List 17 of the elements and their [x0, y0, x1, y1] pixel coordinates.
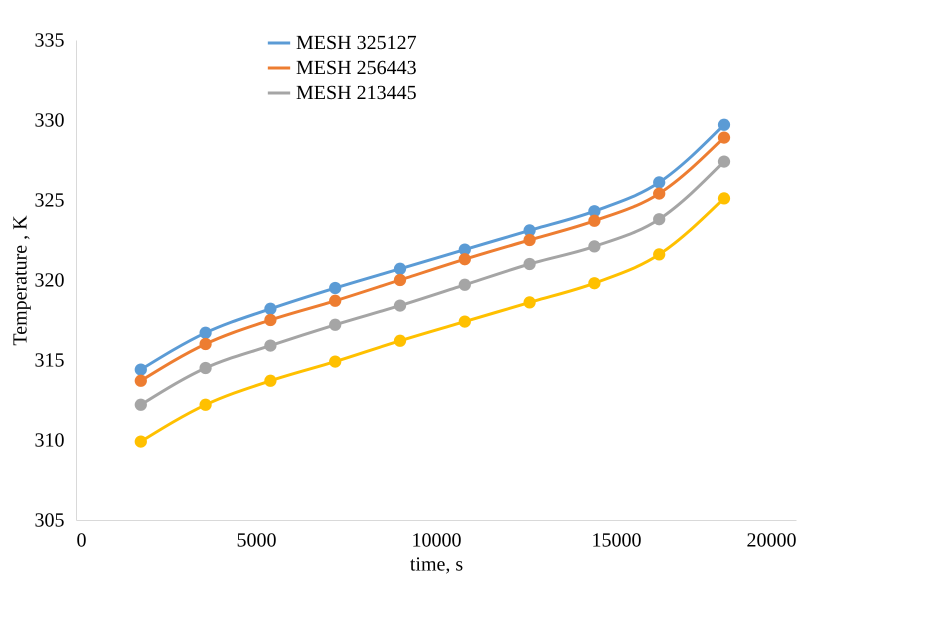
y-tick-label: 310	[34, 430, 64, 452]
legend-label: MESH 256443	[296, 57, 417, 79]
x-tick-label: 20000	[746, 530, 796, 552]
legend-label: MESH 213445	[296, 82, 417, 104]
x-tick-label: 0	[76, 530, 86, 552]
x-tick-label: 15000	[592, 530, 642, 552]
x-tick-label: 5000	[236, 530, 276, 552]
y-tick-label: 325	[34, 190, 64, 212]
legend-label: MESH 325127	[296, 32, 417, 54]
y-tick-label: 330	[34, 110, 64, 132]
x-tick-label: 10000	[412, 530, 462, 552]
y-tick-label: 320	[34, 270, 64, 292]
y-tick-label: 315	[34, 350, 64, 372]
y-tick-label: 335	[34, 30, 64, 52]
y-tick-label: 305	[34, 510, 64, 532]
y-axis-title: Temperature , K	[10, 214, 32, 346]
x-axis-title: time, s	[410, 554, 464, 576]
